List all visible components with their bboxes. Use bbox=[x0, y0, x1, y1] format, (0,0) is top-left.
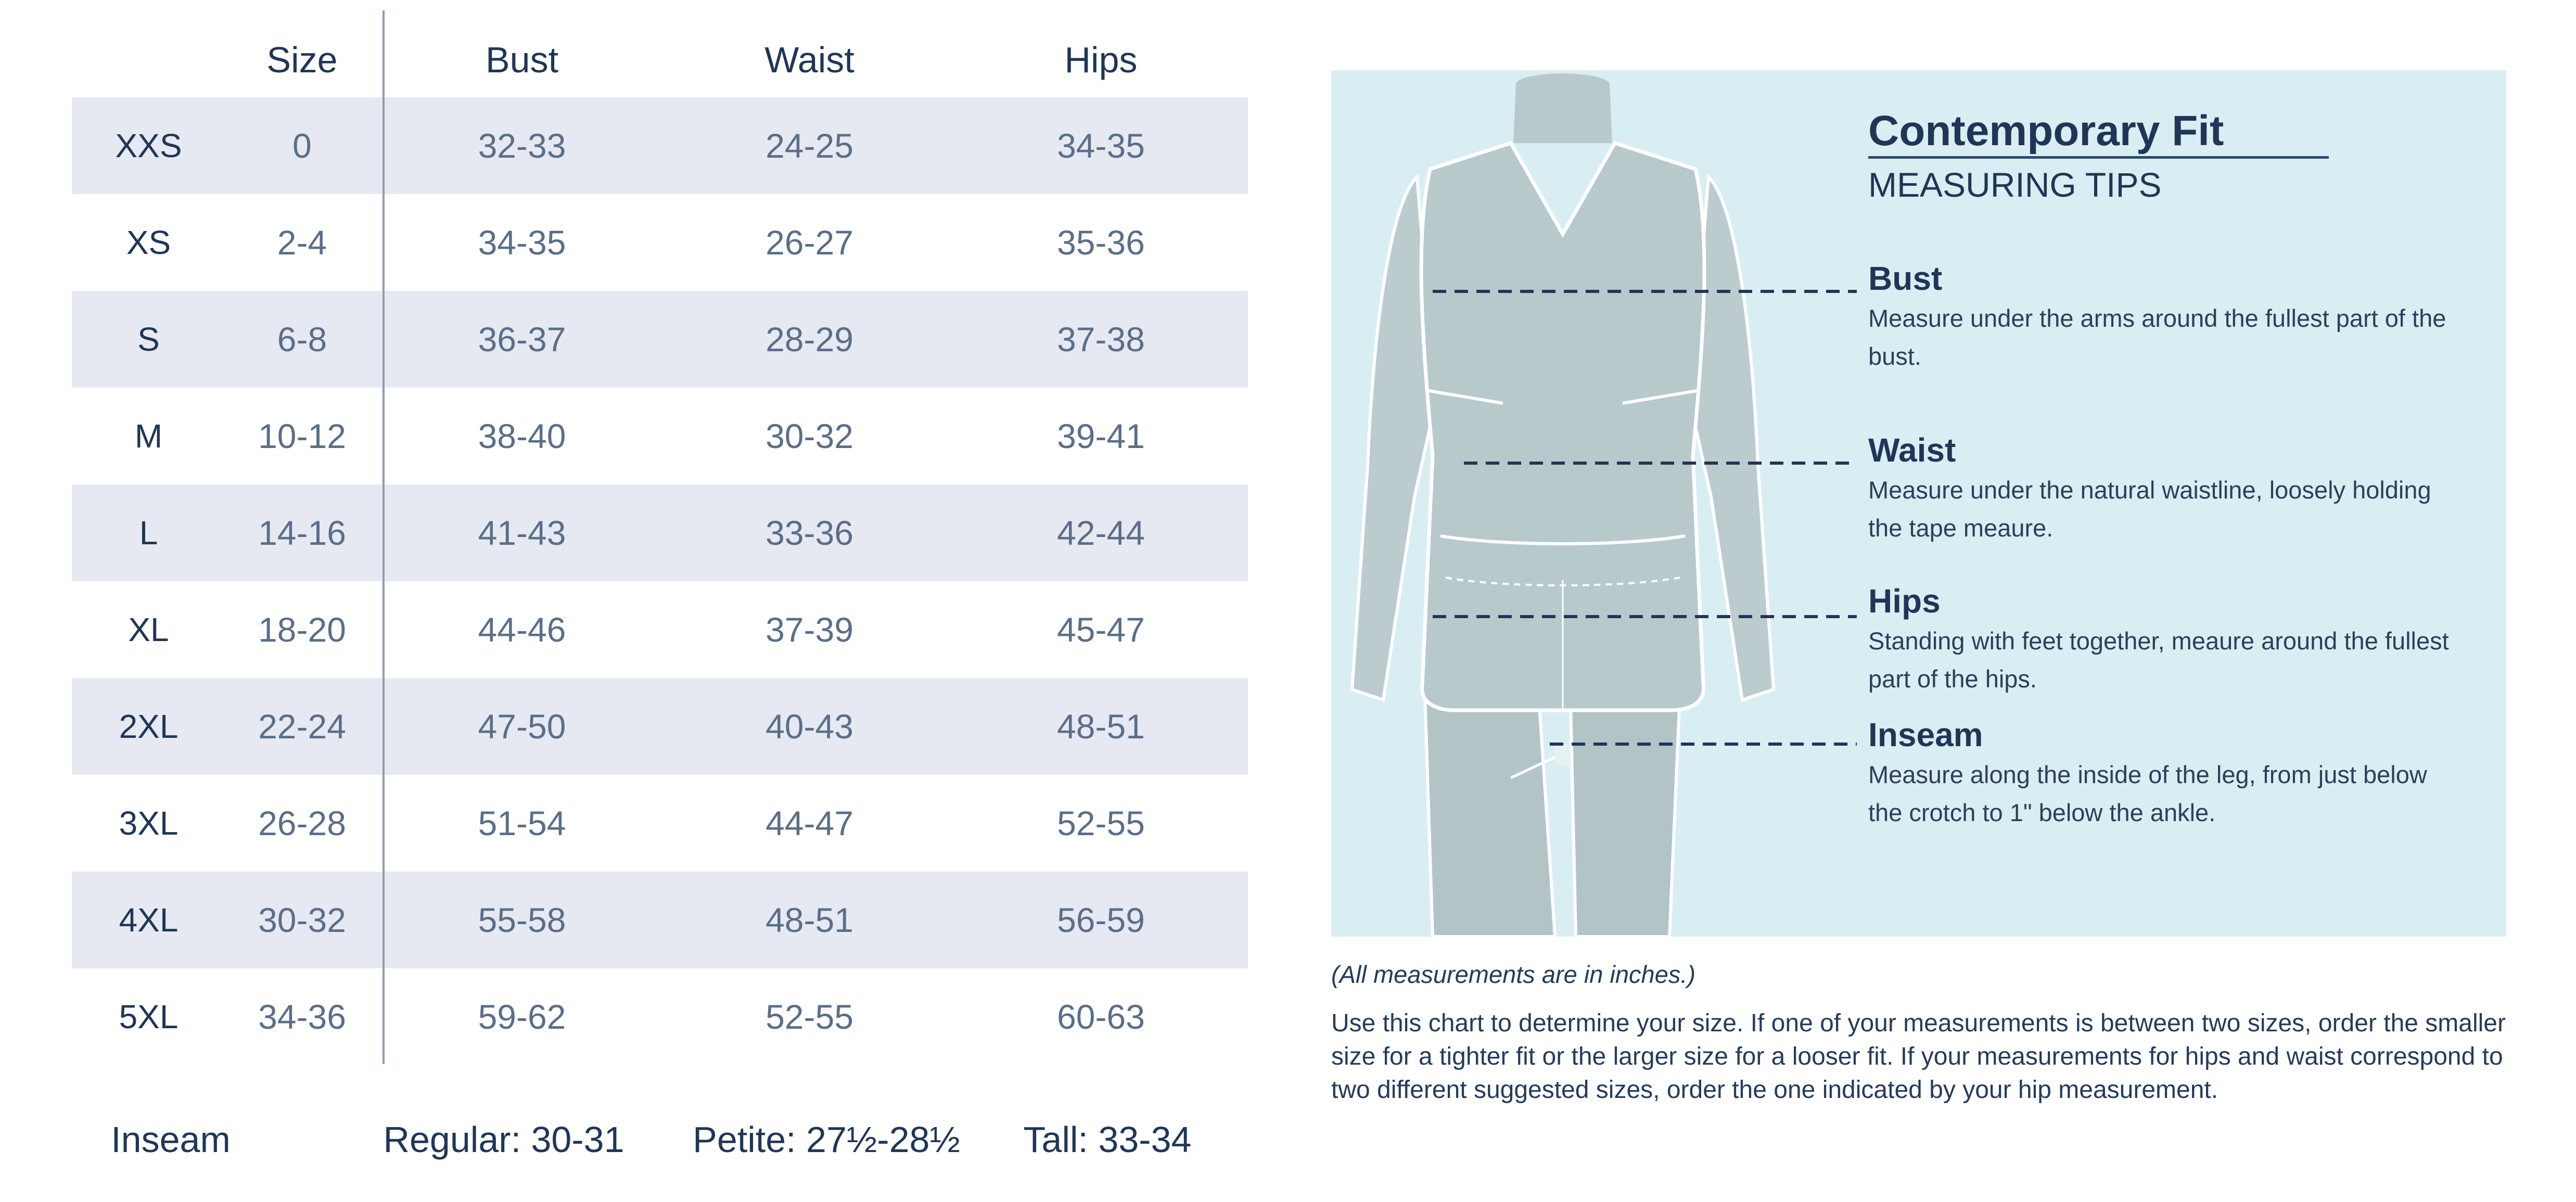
table-row: S 6-8 36-37 28-29 37-38 bbox=[72, 291, 1248, 388]
bust-value: 51-54 bbox=[478, 804, 566, 842]
table-row: 4XL 30-32 55-58 48-51 56-59 bbox=[72, 872, 1248, 968]
title-underline bbox=[1868, 156, 2329, 159]
size-label: M bbox=[134, 417, 163, 455]
tip-description: Measure under the arms around the fulles… bbox=[1868, 304, 2446, 370]
waist-value: 28-29 bbox=[766, 320, 853, 359]
measurement-unit-note: (All measurements are in inches.) bbox=[1331, 961, 1696, 988]
size-label: S bbox=[137, 321, 160, 358]
bust-value: 59-62 bbox=[478, 998, 566, 1036]
header-hips: Hips bbox=[1064, 40, 1138, 80]
hips-value: 45-47 bbox=[1057, 610, 1145, 649]
size-value: 6-8 bbox=[277, 320, 327, 359]
mannequin-illustration bbox=[1350, 73, 1857, 937]
hips-value: 56-59 bbox=[1057, 901, 1145, 939]
waist-value: 30-32 bbox=[766, 417, 853, 455]
waist-value: 40-43 bbox=[766, 707, 853, 746]
tip-name: Inseam bbox=[1868, 716, 1983, 753]
size-label: L bbox=[139, 514, 158, 552]
hips-value: 48-51 bbox=[1057, 707, 1145, 746]
waist-value: 24-25 bbox=[766, 126, 853, 165]
table-row: XXS 0 32-33 24-25 34-35 bbox=[72, 97, 1248, 194]
table-row: 3XL 26-28 51-54 44-47 52-55 bbox=[72, 775, 1248, 872]
tips-subtitle: MEASURING TIPS bbox=[1868, 165, 2162, 204]
tip-name: Hips bbox=[1868, 582, 1941, 620]
bust-value: 36-37 bbox=[478, 320, 566, 359]
bust-value: 41-43 bbox=[478, 514, 566, 552]
bust-value: 55-58 bbox=[478, 901, 566, 939]
header-bust: Bust bbox=[485, 40, 559, 80]
hips-value: 52-55 bbox=[1057, 804, 1145, 842]
waist-value: 44-47 bbox=[766, 804, 853, 842]
tip-description: Measure along the inside of the leg, fro… bbox=[1868, 761, 2427, 826]
size-label: 4XL bbox=[119, 901, 178, 939]
size-label: 2XL bbox=[119, 708, 178, 745]
header-waist: Waist bbox=[764, 40, 855, 80]
inseam-tall: Tall: 33-34 bbox=[1023, 1119, 1192, 1160]
tip-hips: Hips Standing with feet together, meaure… bbox=[1868, 580, 2451, 698]
size-value: 22-24 bbox=[258, 707, 346, 746]
inseam-regular: Regular: 30-31 bbox=[383, 1119, 624, 1160]
hips-value: 34-35 bbox=[1057, 126, 1145, 165]
size-value: 10-12 bbox=[258, 417, 346, 455]
size-value: 30-32 bbox=[258, 901, 346, 939]
hips-value: 39-41 bbox=[1057, 417, 1145, 455]
tip-description: Standing with feet together, meaure arou… bbox=[1868, 627, 2449, 693]
size-value: 0 bbox=[292, 126, 312, 165]
hips-value: 35-36 bbox=[1057, 223, 1145, 262]
tip-name: Bust bbox=[1868, 260, 1943, 297]
size-chart-table: Size Bust Waist Hips XXS 0 32-33 24-25 3… bbox=[0, 0, 1259, 1202]
size-value: 14-16 bbox=[258, 514, 346, 552]
table-row: XL 18-20 44-46 37-39 45-47 bbox=[72, 581, 1248, 678]
waist-value: 33-36 bbox=[766, 514, 853, 552]
table-row: 5XL 34-36 59-62 52-55 60-63 bbox=[72, 968, 1248, 1065]
size-label: 3XL bbox=[119, 804, 178, 842]
bust-value: 32-33 bbox=[478, 126, 566, 165]
waist-value: 26-27 bbox=[766, 223, 853, 262]
measuring-tips-panel: Contemporary Fit MEASURING TIPS Bust Mea… bbox=[1331, 70, 2506, 937]
waist-value: 37-39 bbox=[766, 610, 853, 649]
inseam-label: Inseam bbox=[111, 1119, 231, 1160]
tip-waist: Waist Measure under the natural waistlin… bbox=[1868, 429, 2451, 547]
tip-inseam: Inseam Measure along the inside of the l… bbox=[1868, 714, 2451, 832]
tip-bust: Bust Measure under the arms around the f… bbox=[1868, 258, 2451, 375]
sizing-instructions: Use this chart to determine your size. I… bbox=[1331, 1009, 2506, 1104]
bust-value: 34-35 bbox=[478, 223, 566, 262]
header-size: Size bbox=[266, 40, 338, 80]
size-value: 26-28 bbox=[258, 804, 346, 842]
tip-name: Waist bbox=[1868, 431, 1956, 469]
bust-value: 38-40 bbox=[478, 417, 566, 455]
size-label: XXS bbox=[115, 127, 182, 164]
table-row: L 14-16 41-43 33-36 42-44 bbox=[72, 484, 1248, 581]
bust-value: 44-46 bbox=[478, 610, 566, 649]
table-row: XS 2-4 34-35 26-27 35-36 bbox=[72, 194, 1248, 291]
inseam-row: Inseam Regular: 30-31 Petite: 27½-28½ Ta… bbox=[72, 1106, 1248, 1173]
size-label: XS bbox=[126, 224, 171, 261]
tips-title: Contemporary Fit bbox=[1868, 107, 2224, 155]
size-label: 5XL bbox=[119, 998, 178, 1035]
size-value: 34-36 bbox=[258, 998, 346, 1036]
waist-value: 52-55 bbox=[766, 998, 853, 1036]
table-header-row: Size Bust Waist Hips bbox=[72, 23, 1248, 96]
table-row: 2XL 22-24 47-50 40-43 48-51 bbox=[72, 678, 1248, 775]
waist-value: 48-51 bbox=[766, 901, 853, 939]
hips-value: 60-63 bbox=[1057, 998, 1145, 1036]
bust-value: 47-50 bbox=[478, 707, 566, 746]
column-divider bbox=[382, 10, 385, 1064]
table-row: M 10-12 38-40 30-32 39-41 bbox=[72, 388, 1248, 484]
size-value: 18-20 bbox=[258, 610, 346, 649]
size-label: XL bbox=[128, 611, 169, 648]
size-value: 2-4 bbox=[277, 223, 327, 262]
hips-value: 42-44 bbox=[1057, 514, 1145, 552]
inseam-petite: Petite: 27½-28½ bbox=[693, 1119, 960, 1160]
hips-value: 37-38 bbox=[1057, 320, 1145, 359]
tip-description: Measure under the natural waistline, loo… bbox=[1868, 476, 2431, 542]
